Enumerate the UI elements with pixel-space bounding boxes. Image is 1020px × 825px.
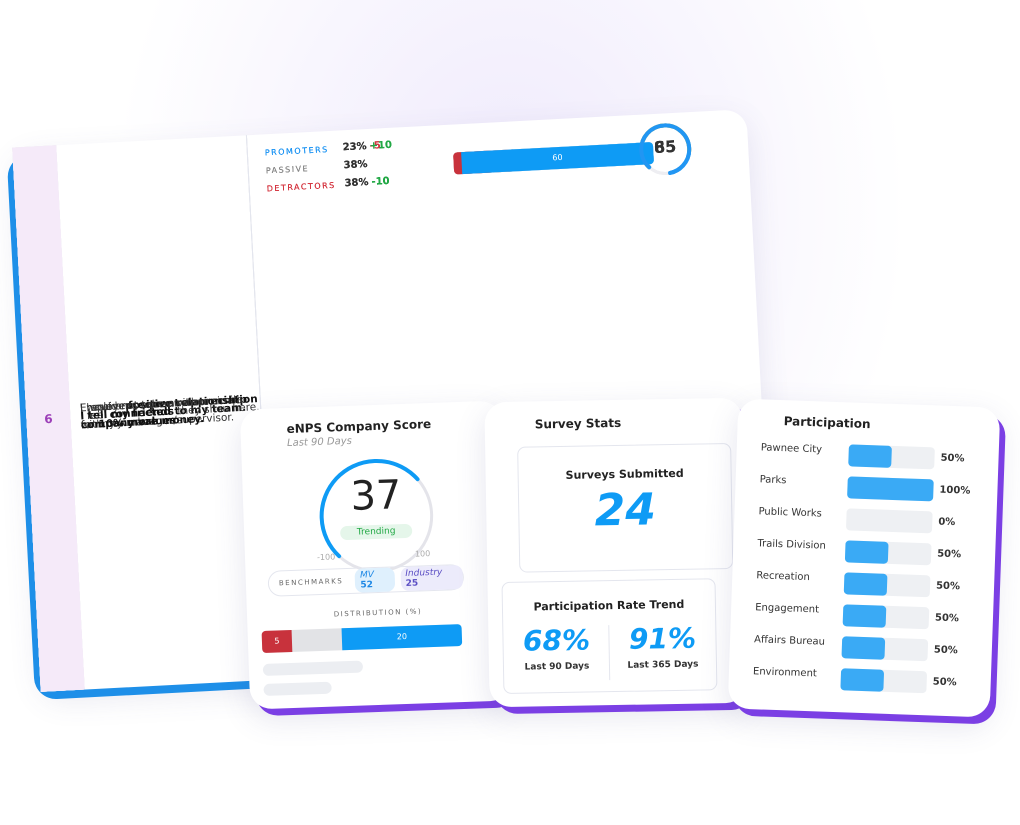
rate-period: Last 365 Days [627, 659, 699, 671]
placeholder [263, 681, 332, 696]
submitted-box: Surveys Submitted 24 [517, 442, 734, 573]
part-bar [848, 444, 892, 468]
benchmark-value: 25 [405, 578, 419, 589]
enps-card: eNPS Company Score Last 90 Days 37 Trending… [239, 400, 513, 710]
rate-value: 68% [522, 623, 591, 658]
part-label: 0% [938, 516, 956, 529]
gauge-max: 100 [414, 549, 431, 559]
department-name: Trails Division [757, 538, 827, 552]
score: 85 [653, 136, 677, 158]
part-bar [843, 572, 888, 596]
department-name: Pawnee City [760, 442, 823, 456]
text-segment: our [189, 395, 211, 409]
participation-card: Participation Pawnee City 50% Parks 100% Publ… [727, 398, 1001, 718]
benchmarks-label: BENCHMARKS [278, 577, 344, 588]
benchmark-pill: Industry 25 [400, 564, 464, 592]
promoter-bar: 20 [341, 624, 463, 651]
card-title: Survey Stats [534, 415, 622, 432]
card-subtitle: Last 90 Days [286, 435, 353, 450]
submitted-value: 24 [594, 484, 657, 537]
department-name: Environment [752, 666, 817, 680]
department-name: Engagement [755, 602, 820, 616]
benchmark-value: 52 [360, 580, 374, 591]
benchmark-pill: MV 52 [354, 567, 395, 593]
benchmarks: BENCHMARKS MV 52 Industry 25 [267, 563, 465, 597]
department-name: Recreation [756, 570, 810, 584]
part-bar [844, 540, 889, 564]
question-row: 3I feel connected to my team.PROMOTERS23… [12, 109, 746, 692]
questions-card: 1I receive frequent appreciation for my … [12, 109, 775, 692]
part-bar [842, 604, 887, 628]
department-name: Affairs Bureau [753, 634, 826, 648]
rate-period: Last 90 Days [524, 661, 590, 673]
part-label: 50% [940, 452, 965, 465]
department-name: Public Works [758, 506, 823, 520]
card-title: eNPS Company Score [286, 417, 432, 437]
part-bar [840, 668, 885, 692]
gauge-arc [639, 123, 692, 176]
part-bar [847, 476, 934, 502]
part-track [845, 508, 933, 534]
gauge [639, 123, 692, 176]
promoter-bar: 60 [461, 142, 654, 175]
question-sentence: Employees agree wit our company values [80, 391, 262, 434]
part-label: 50% [936, 548, 962, 561]
trend-badge: Trending [339, 523, 413, 541]
part-label: 50% [933, 644, 958, 657]
benchmark-name: Industry [405, 567, 443, 579]
part-label: 50% [932, 676, 957, 689]
enps-score: 37 [349, 472, 403, 520]
stat-label: DETRACTORS [266, 180, 336, 194]
stat-change: -10 [371, 175, 390, 188]
placeholder [262, 660, 364, 677]
stat-change: +10 [369, 139, 393, 152]
question-text: Employees agree wit our company values [66, 135, 274, 689]
rate-value: 91% [628, 621, 697, 656]
benchmark-name: MV [359, 570, 375, 581]
card-title: Participation [783, 414, 871, 432]
trend-label: Participation Rate Trend [533, 597, 685, 614]
department-name: Parks [759, 474, 787, 487]
survey-card: Survey Stats Surveys Submitted 24 Participa… [484, 397, 748, 708]
stat-label: PASSIVE [265, 164, 310, 176]
stat-label: PROMOTERS [264, 145, 329, 158]
stat-value: 23% [342, 141, 367, 154]
part-bar [841, 636, 886, 660]
part-label: 100% [939, 484, 971, 497]
detractor-bar: 5 [261, 629, 293, 654]
part-label: 50% [935, 580, 961, 593]
gauge-min: -100 [316, 552, 336, 563]
text-segment: Employees agree wit [79, 396, 191, 415]
stat-value: 38% [343, 159, 368, 172]
trend-box: Participation Rate Trend 68% Last 90 Days 9… [501, 578, 718, 694]
text-segment: company values [80, 413, 177, 431]
gauge-arc [319, 458, 434, 573]
stat-value: 38% [344, 177, 369, 190]
part-label: 50% [934, 612, 960, 625]
submitted-label: Surveys Submitted [565, 466, 684, 482]
